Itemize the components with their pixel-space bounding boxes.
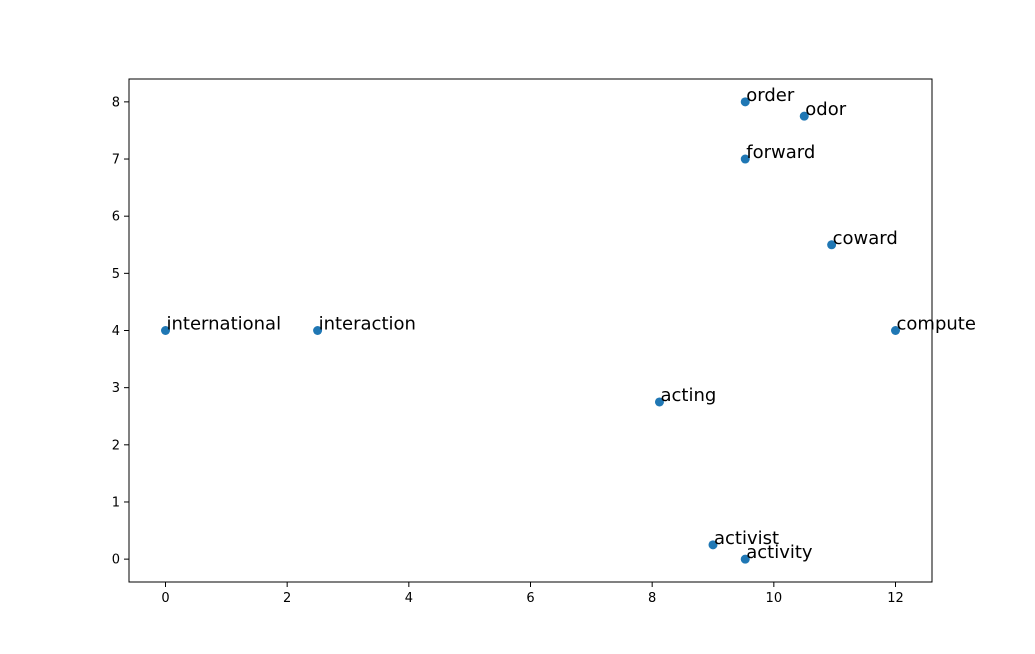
y-tick-label: 8 — [112, 95, 120, 110]
y-tick-label: 7 — [112, 153, 120, 168]
x-tick-label: 12 — [887, 591, 904, 606]
point-label-acting: acting — [660, 385, 716, 406]
point-label-compute: compute — [897, 314, 976, 335]
point-label-forward: forward — [746, 142, 815, 163]
point-label-odor: odor — [805, 99, 846, 120]
x-tick-label: 6 — [526, 591, 534, 606]
point-label-activity: activity — [746, 542, 813, 563]
y-tick-label: 0 — [112, 553, 120, 568]
x-tick-label: 10 — [766, 591, 783, 606]
data-point-forward — [740, 154, 750, 164]
data-point-activity — [740, 554, 750, 564]
data-point-order — [740, 97, 750, 107]
plot-area-frame — [128, 78, 933, 583]
y-tick-label: 3 — [112, 381, 120, 396]
data-point-compute — [891, 326, 900, 335]
y-tick-label: 4 — [112, 324, 120, 339]
x-tick-label: 8 — [648, 591, 656, 606]
point-label-coward: coward — [833, 228, 898, 249]
y-tick-label: 2 — [112, 438, 120, 453]
point-labels: order odor forward coward international inter… — [167, 85, 976, 563]
x-tick-label: 4 — [405, 591, 413, 606]
x-axis: 0 2 4 6 8 10 12 — [161, 582, 904, 606]
data-point-coward — [827, 240, 837, 250]
data-point-acting — [654, 397, 664, 407]
point-label-order: order — [746, 85, 795, 106]
data-points — [161, 97, 900, 564]
data-point-odor — [799, 111, 809, 121]
y-tick-label: 1 — [112, 495, 120, 510]
y-tick-label: 5 — [112, 267, 120, 282]
point-label-international: international — [167, 314, 282, 335]
data-point-interaction — [313, 326, 323, 335]
data-point-activist — [708, 540, 718, 550]
y-tick-label: 6 — [112, 210, 120, 225]
y-axis: 0 1 2 3 4 5 6 7 8 — [112, 95, 129, 568]
x-tick-label: 2 — [283, 591, 291, 606]
point-label-interaction: interaction — [319, 314, 416, 335]
point-label-activist: activist — [714, 528, 779, 549]
data-point-international — [161, 326, 170, 335]
x-tick-label: 0 — [161, 591, 169, 606]
